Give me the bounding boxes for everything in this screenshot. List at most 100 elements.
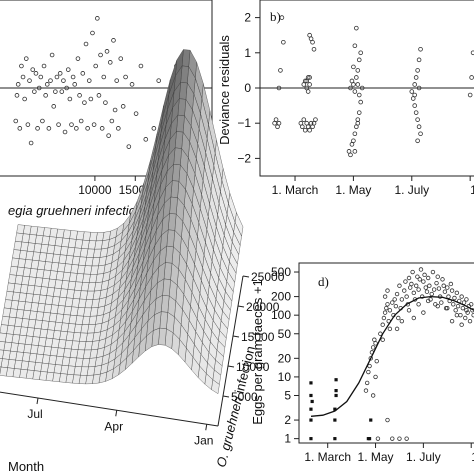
panel-d-filled-point — [333, 437, 337, 441]
panel-d-open-point — [470, 308, 474, 313]
panel-d-filled-point — [309, 393, 313, 398]
panel-c-infection-tick-label: 15000 — [241, 330, 275, 344]
panel-a-point — [67, 96, 73, 102]
panel-a-point — [95, 16, 100, 21]
panel-c-infection-tick-label: 20000 — [246, 300, 280, 314]
panel-a-point — [69, 122, 74, 127]
panel-d-open-point — [397, 283, 402, 288]
panel-c-surface-patch — [13, 241, 23, 251]
panel-a-point — [38, 74, 44, 80]
panel-d-open-point — [409, 281, 414, 287]
panel-b-point — [348, 152, 353, 158]
panel-b-point — [356, 57, 362, 63]
panel-d: d) 1 2 5 10 20 50 100 200 500 1. March 1. May 1. J… — [250, 262, 474, 464]
panel-d-open-point — [449, 288, 455, 293]
panel-c-infection-tick-label: 10000 — [236, 360, 270, 374]
panel-d-y-tick-label: 2 — [284, 413, 291, 427]
panel-a-point — [99, 126, 105, 131]
panel-b-y-tick-label: 1 — [244, 46, 251, 60]
panel-d-open-point — [411, 315, 417, 321]
panel-b-point — [413, 110, 419, 115]
panel-b-point — [413, 75, 419, 80]
panel-c-infection-ticks: 5000 10000 15000 20000 25000 — [222, 270, 285, 404]
panel-a-point — [13, 118, 19, 124]
panel-d-open-point — [375, 436, 381, 441]
panel-c-surface-patch — [10, 257, 20, 268]
panel-b-point — [409, 89, 415, 94]
panel-b-point — [352, 131, 358, 137]
panel-c-month-tick — [36, 397, 39, 405]
panel-d-open-point — [440, 277, 445, 282]
panel-d-open-point — [370, 345, 376, 350]
panel-d-open-point — [453, 308, 458, 313]
panel-a-point — [44, 82, 50, 87]
panel-d-open-point — [454, 312, 460, 318]
panel-b-point — [412, 92, 418, 98]
panel-a-point — [143, 137, 149, 142]
panel-d-y-tick-label: 100 — [271, 308, 291, 322]
panel-d-x-ticks: 1. March 1. May 1. July 1. — [304, 443, 474, 464]
panel-d-filled-point — [333, 418, 337, 422]
panel-d-open-point — [393, 303, 399, 309]
panel-a-point — [43, 93, 48, 98]
panel-a-point — [59, 89, 65, 94]
panel-d-open-point — [404, 436, 409, 441]
panel-c-surface-patch — [0, 349, 5, 359]
panel-b-point — [418, 46, 423, 52]
panel-d-open-point — [414, 283, 419, 288]
panel-d-open-point — [390, 300, 395, 305]
panel-a-point — [15, 82, 21, 87]
panel-a-point — [101, 74, 107, 80]
panel-a-point — [98, 52, 103, 58]
panel-a-point — [120, 104, 126, 109]
panel-a-point — [36, 85, 42, 91]
panel-b-point — [356, 110, 362, 115]
panel-d-open-point — [425, 275, 431, 281]
panel-a-point — [23, 56, 29, 61]
panel-d-open-point — [454, 290, 460, 296]
panel-d-y-tick-label: 10 — [278, 370, 292, 384]
panel-b-point — [348, 85, 353, 91]
panel-d-label: d) — [318, 274, 329, 289]
panel-d-open-point — [385, 288, 390, 293]
panel-c-surface-patch — [2, 307, 11, 318]
panel-d-open-point — [424, 289, 430, 294]
panel-d-filled-point — [309, 437, 313, 441]
panel-d-open-point — [394, 291, 400, 297]
panel-c-surface-patch — [0, 324, 9, 334]
panel-a-point — [62, 129, 68, 135]
panel-d-open-point — [402, 288, 407, 293]
panel-d-open-point — [464, 297, 469, 302]
panel-b-x-tick-label: 1. May — [335, 183, 371, 197]
panel-a-point — [19, 63, 24, 69]
panel-a-point — [17, 126, 23, 131]
panel-d-open-point — [421, 279, 426, 284]
panel-d-open-point — [366, 369, 371, 375]
panel-c-surface-patch — [8, 274, 17, 284]
panel-a-point — [96, 93, 102, 98]
panel-b-point — [351, 138, 356, 144]
panel-c-month-tick-label: Jan — [194, 433, 213, 447]
panel-b-point — [301, 117, 307, 122]
panel-a-point — [22, 96, 27, 102]
panel-b-point — [354, 75, 359, 80]
panel-b-point — [418, 131, 423, 137]
panel-d-filled-point — [334, 378, 338, 382]
panel-a-point — [56, 122, 61, 127]
panel-b-y-tick-label: −2 — [237, 151, 251, 165]
panel-c-surface-patch — [9, 266, 18, 276]
panel-d-open-point — [459, 294, 464, 299]
panel-d-filled-point — [309, 407, 313, 411]
panel-d-open-point — [446, 294, 451, 299]
panel-d-open-point — [455, 303, 461, 309]
panel-b-x-ticks: 1. March 1. May 1. July 1. S — [272, 176, 474, 197]
panel-b-point — [354, 25, 359, 31]
panel-a-point — [25, 122, 31, 127]
panel-d-y-tick-label: 200 — [271, 290, 291, 304]
panel-d-open-point — [445, 305, 450, 311]
panel-a-point — [51, 104, 57, 109]
panel-a-point — [109, 118, 115, 124]
panel-a-point — [41, 63, 47, 69]
panel-b-point — [358, 99, 364, 105]
panel-b-label: b) — [270, 9, 281, 24]
